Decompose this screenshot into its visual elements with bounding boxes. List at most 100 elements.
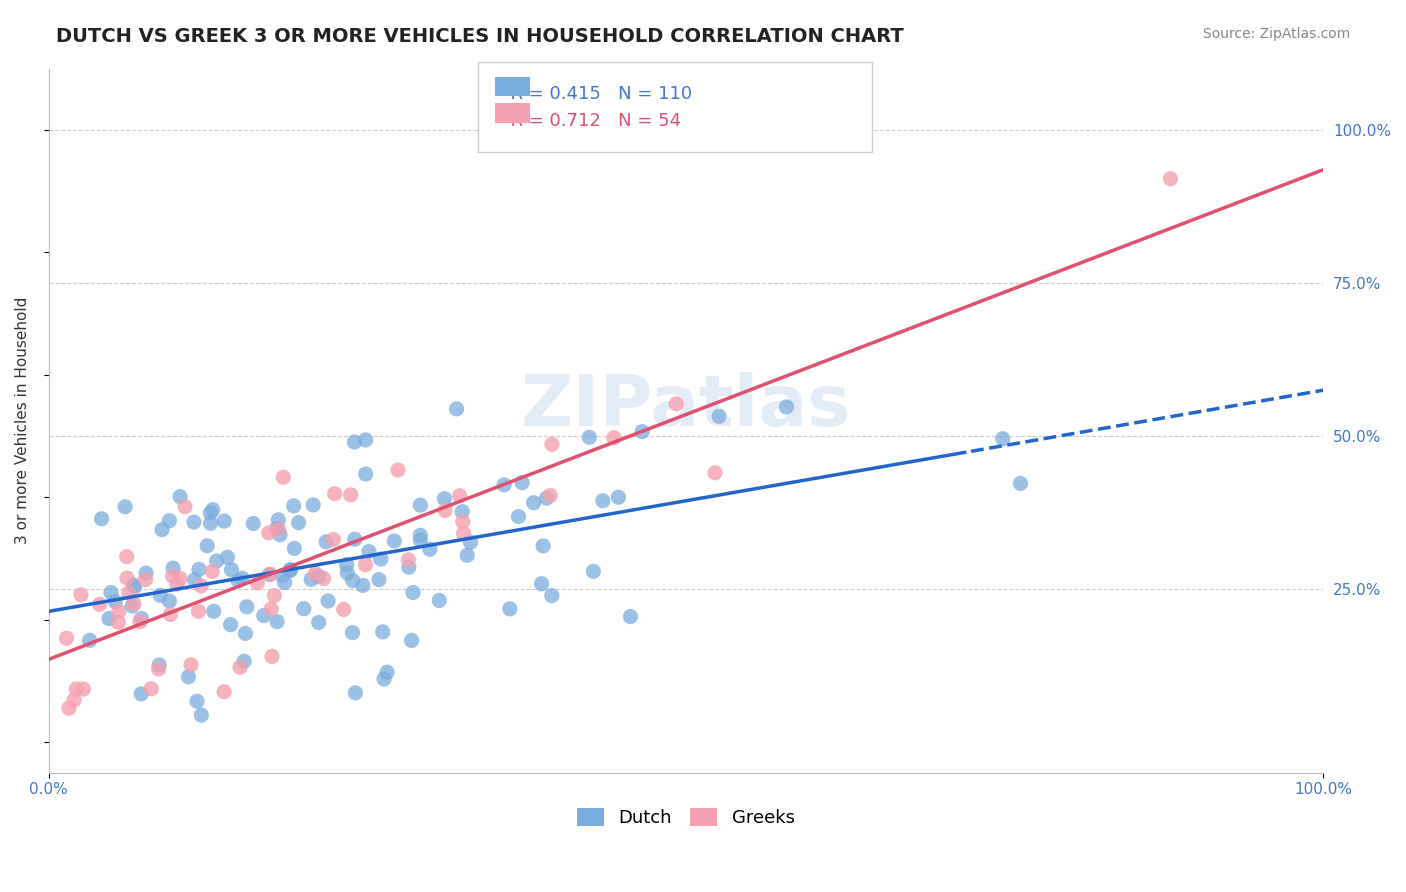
Point (368, 573, 391, 587)
Point (231, 571, 253, 585)
Point (201, 502, 224, 516)
Point (427, 593, 450, 607)
Point (541, 437, 564, 451)
Point (233, 654, 256, 668)
Point (134, 573, 156, 587)
Point (162, 561, 184, 575)
Point (342, 574, 364, 588)
Point (510, 475, 533, 490)
Point (217, 550, 239, 565)
Point (166, 577, 188, 591)
Point (271, 568, 294, 582)
Point (582, 565, 605, 579)
Point (121, 599, 143, 613)
Point (162, 569, 184, 583)
Point (55, 632, 77, 646)
Point (129, 615, 152, 629)
Point (108, 604, 131, 618)
Point (451, 515, 474, 529)
Point (205, 554, 228, 568)
Point (530, 576, 553, 591)
Point (135, 566, 157, 581)
Point (129, 687, 152, 701)
Legend: Dutch, Greeks: Dutch, Greeks (569, 800, 801, 834)
Point (373, 672, 395, 686)
Point (592, 493, 614, 508)
Point (357, 544, 380, 558)
Point (434, 503, 457, 517)
Point (343, 435, 366, 450)
Point (104, 594, 127, 608)
Text: Source: ZipAtlas.com: Source: ZipAtlas.com (1202, 27, 1350, 41)
Point (183, 515, 205, 529)
Point (619, 609, 641, 624)
Point (508, 509, 530, 524)
Point (267, 522, 290, 536)
Point (1159, 171, 1181, 186)
Point (536, 491, 558, 505)
Point (169, 571, 191, 585)
Point (344, 686, 367, 700)
Point (266, 615, 288, 629)
Point (90, 512, 112, 526)
Point (499, 602, 522, 616)
Point (177, 670, 200, 684)
Point (115, 549, 138, 564)
Point (453, 526, 475, 541)
Point (236, 599, 259, 614)
Point (494, 478, 516, 492)
Point (115, 571, 138, 585)
Point (229, 660, 252, 674)
Point (107, 615, 129, 630)
Point (157, 514, 180, 528)
Point (200, 516, 222, 531)
Point (299, 573, 322, 587)
Point (631, 425, 654, 439)
Point (433, 491, 456, 506)
Point (118, 586, 141, 600)
Point (148, 662, 170, 676)
Text: R = 0.415   N = 110: R = 0.415 N = 110 (499, 85, 692, 103)
Point (221, 563, 243, 577)
Point (212, 514, 235, 528)
Point (451, 505, 474, 519)
Point (332, 602, 354, 616)
Point (122, 597, 145, 611)
Point (603, 431, 626, 445)
Point (253, 608, 276, 623)
Point (396, 553, 419, 567)
Point (257, 525, 280, 540)
Point (273, 575, 295, 590)
Point (169, 490, 191, 504)
Point (419, 542, 441, 557)
Point (188, 562, 211, 576)
Point (336, 566, 359, 580)
Point (149, 588, 172, 602)
Point (79, 633, 101, 648)
Point (540, 589, 562, 603)
Point (283, 541, 305, 556)
Point (72, 681, 94, 696)
Point (707, 409, 730, 424)
Point (531, 539, 554, 553)
Point (183, 573, 205, 587)
Point (336, 558, 359, 572)
Text: ZIPatlas: ZIPatlas (522, 372, 851, 441)
Point (267, 513, 290, 527)
Point (339, 488, 361, 502)
Point (260, 649, 283, 664)
Point (312, 571, 335, 585)
Point (460, 535, 482, 549)
Point (200, 506, 222, 520)
Point (375, 665, 398, 680)
Point (343, 533, 366, 547)
Point (124, 580, 146, 594)
Point (354, 467, 377, 481)
Point (287, 516, 309, 530)
Point (323, 486, 346, 500)
Point (302, 498, 325, 512)
Point (283, 499, 305, 513)
Point (370, 552, 392, 566)
Point (382, 534, 405, 549)
Point (259, 567, 281, 582)
